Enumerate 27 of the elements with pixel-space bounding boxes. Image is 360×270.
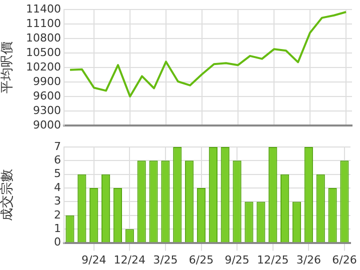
y-tick-label: 4 [54,180,61,194]
y-tick-label: 9300 [33,104,61,117]
y-axis-title: 平均呎價 [0,42,16,94]
y-tick-label: 1 [54,222,61,235]
x-tick-label: 12/24 [114,253,146,266]
x-tick-label: 3/26 [296,253,322,266]
y-tick-label: 2 [54,208,61,222]
y-axis-title: 成交宗數 [0,168,16,221]
y-tick-label: 7 [54,140,61,153]
y-tick-label: 11400 [26,2,61,16]
y-tick-label: 6 [54,154,61,167]
y-tick-label: 10500 [26,46,61,59]
x-tick-label: 12/25 [257,253,289,266]
x-tick-label: 6/26 [332,253,357,266]
y-tick-label: 9600 [33,89,61,102]
y-tick-label: 9000 [33,118,61,132]
x-tick-label: 9/24 [81,253,106,266]
y-tick-label: 11100 [26,16,61,30]
x-tick-label: 9/25 [224,253,250,266]
x-tick-label: 6/25 [188,253,214,266]
y-tick-label: 0 [54,236,61,249]
y-tick-label: 10200 [26,60,61,74]
y-tick-label: 9900 [33,74,61,88]
x-tick-label: 3/25 [153,253,178,266]
y-tick-label: 5 [54,167,61,180]
y-tick-label: 3 [54,194,61,208]
y-tick-label: 10800 [26,31,61,44]
